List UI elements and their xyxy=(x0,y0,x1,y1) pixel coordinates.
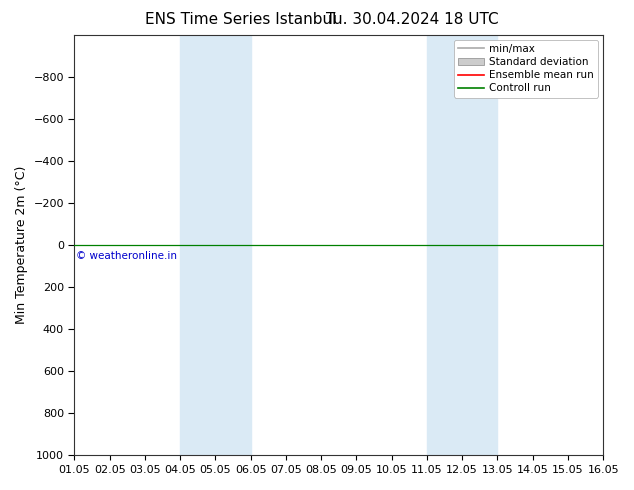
Legend: min/max, Standard deviation, Ensemble mean run, Controll run: min/max, Standard deviation, Ensemble me… xyxy=(454,40,598,98)
Text: Tu. 30.04.2024 18 UTC: Tu. 30.04.2024 18 UTC xyxy=(326,12,498,27)
Bar xyxy=(180,35,250,455)
Bar xyxy=(427,35,498,455)
Text: ENS Time Series Istanbul: ENS Time Series Istanbul xyxy=(145,12,337,27)
Y-axis label: Min Temperature 2m (°C): Min Temperature 2m (°C) xyxy=(15,166,28,324)
Text: © weatheronline.in: © weatheronline.in xyxy=(76,251,178,261)
